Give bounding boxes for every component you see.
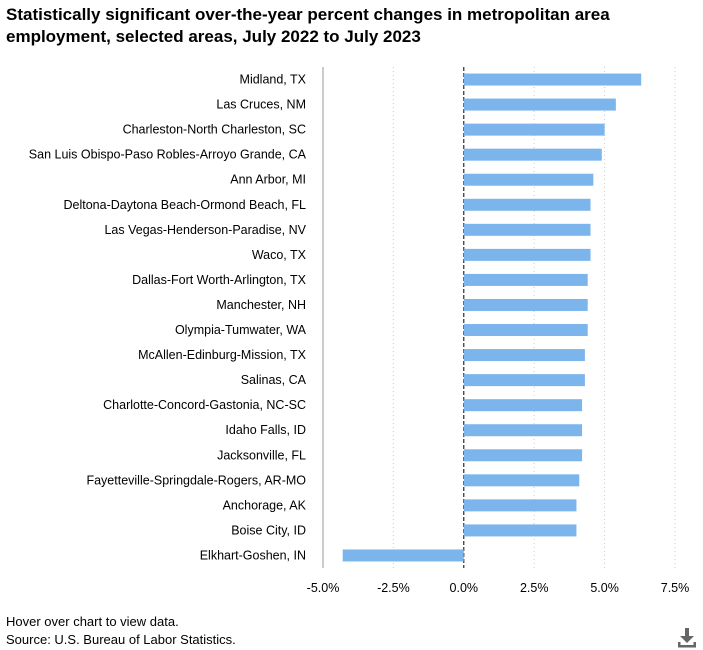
bar[interactable] xyxy=(463,198,591,211)
bar[interactable] xyxy=(463,474,580,487)
x-tick-label: 5.0% xyxy=(590,581,619,595)
category-label: Olympia-Tumwater, WA xyxy=(175,323,307,337)
category-label: Fayetteville-Springdale-Rogers, AR-MO xyxy=(86,473,306,487)
bar[interactable] xyxy=(463,248,591,261)
category-label: Manchester, NH xyxy=(216,298,306,312)
category-label: Boise City, ID xyxy=(231,523,306,537)
x-tick-label: 0.0% xyxy=(450,581,479,595)
bar[interactable] xyxy=(463,424,583,437)
category-label: Las Vegas-Henderson-Paradise, NV xyxy=(104,223,306,237)
category-label: Charleston-North Charleston, SC xyxy=(123,123,306,137)
bars[interactable] xyxy=(342,73,642,562)
download-icon[interactable] xyxy=(676,626,698,648)
hover-hint: Hover over chart to view data. xyxy=(6,614,179,629)
bar[interactable] xyxy=(463,73,642,86)
bar[interactable] xyxy=(463,499,577,512)
category-label: Charlotte-Concord-Gastonia, NC-SC xyxy=(103,398,306,412)
category-label: Jacksonville, FL xyxy=(217,448,306,462)
bar[interactable] xyxy=(463,273,588,286)
category-label: Midland, TX xyxy=(240,73,307,87)
gridlines xyxy=(322,67,676,568)
bar[interactable] xyxy=(463,148,602,161)
x-tick-label: 2.5% xyxy=(520,581,549,595)
chart-title: Statistically significant over-the-year … xyxy=(6,5,610,46)
bar[interactable] xyxy=(463,449,583,462)
category-label: Salinas, CA xyxy=(241,373,307,387)
bar[interactable] xyxy=(463,223,591,236)
bar-chart[interactable]: Midland, TX Las Cruces, NM Charleston-Nort… xyxy=(0,0,703,610)
category-label: Anchorage, AK xyxy=(223,498,307,512)
category-label: Ann Arbor, MI xyxy=(230,173,306,187)
bar[interactable] xyxy=(463,98,616,111)
bar[interactable] xyxy=(342,549,464,562)
category-label: Deltona-Daytona Beach-Ormond Beach, FL xyxy=(64,198,307,212)
x-tick-label: -2.5% xyxy=(377,581,410,595)
category-label: McAllen-Edinburg-Mission, TX xyxy=(138,348,307,362)
bar[interactable] xyxy=(463,173,594,186)
category-label: Las Cruces, NM xyxy=(216,98,306,112)
bar[interactable] xyxy=(463,123,605,136)
category-label: Elkhart-Goshen, IN xyxy=(200,548,306,562)
bar[interactable] xyxy=(463,374,585,387)
source-note: Source: U.S. Bureau of Labor Statistics. xyxy=(6,632,236,647)
category-label: Waco, TX xyxy=(252,248,307,262)
bar[interactable] xyxy=(463,399,583,412)
bar[interactable] xyxy=(463,324,588,337)
category-label: Idaho Falls, ID xyxy=(225,423,306,437)
category-label: Dallas-Fort Worth-Arlington, TX xyxy=(132,273,307,287)
category-label: San Luis Obispo-Paso Robles-Arroyo Grand… xyxy=(29,148,307,162)
category-labels: Midland, TX Las Cruces, NM Charleston-Nort… xyxy=(29,73,307,563)
bar[interactable] xyxy=(463,298,588,311)
x-axis-tick-labels: -5.0% -2.5% 0.0% 2.5% 5.0% 7.5% xyxy=(307,581,690,595)
x-tick-label: -5.0% xyxy=(307,581,340,595)
bar[interactable] xyxy=(463,349,585,362)
x-tick-label: 7.5% xyxy=(661,581,690,595)
bar[interactable] xyxy=(463,524,577,537)
